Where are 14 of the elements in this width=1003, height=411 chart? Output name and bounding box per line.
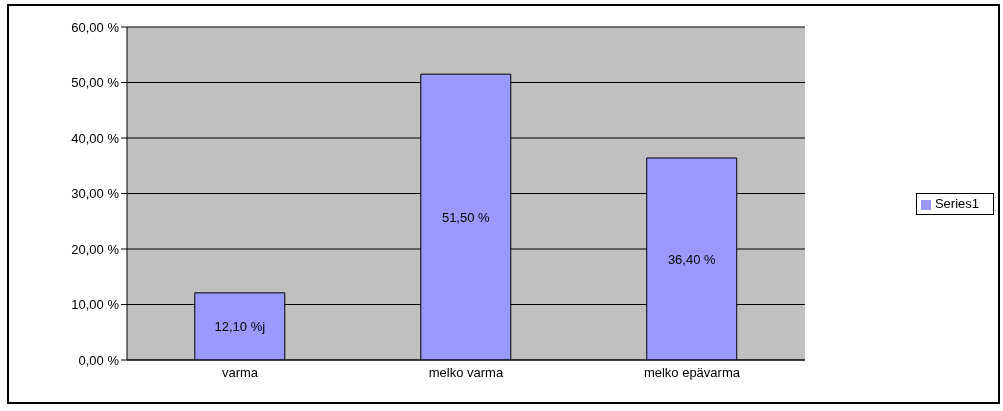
y-tick-label: 0,00 % (78, 352, 120, 368)
y-tick-label: 50,00 % (71, 75, 120, 91)
x-tick-label: varma (221, 365, 259, 381)
data-label: 36,40 % (667, 251, 717, 267)
data-label: 12,10 %j (214, 319, 266, 335)
legend-label: Series1 (934, 196, 979, 211)
y-tick-label: 60,00 % (71, 19, 120, 35)
x-tick-label: melko varma (428, 365, 504, 381)
y-tick-label: 10,00 % (71, 297, 120, 313)
x-tick-label: melko epävarma (643, 365, 741, 381)
data-label: 51,50 % (441, 210, 491, 226)
y-tick-label: 40,00 % (71, 130, 120, 146)
y-tick-label: 20,00 % (71, 241, 120, 257)
y-tick-label: 30,00 % (71, 186, 120, 202)
